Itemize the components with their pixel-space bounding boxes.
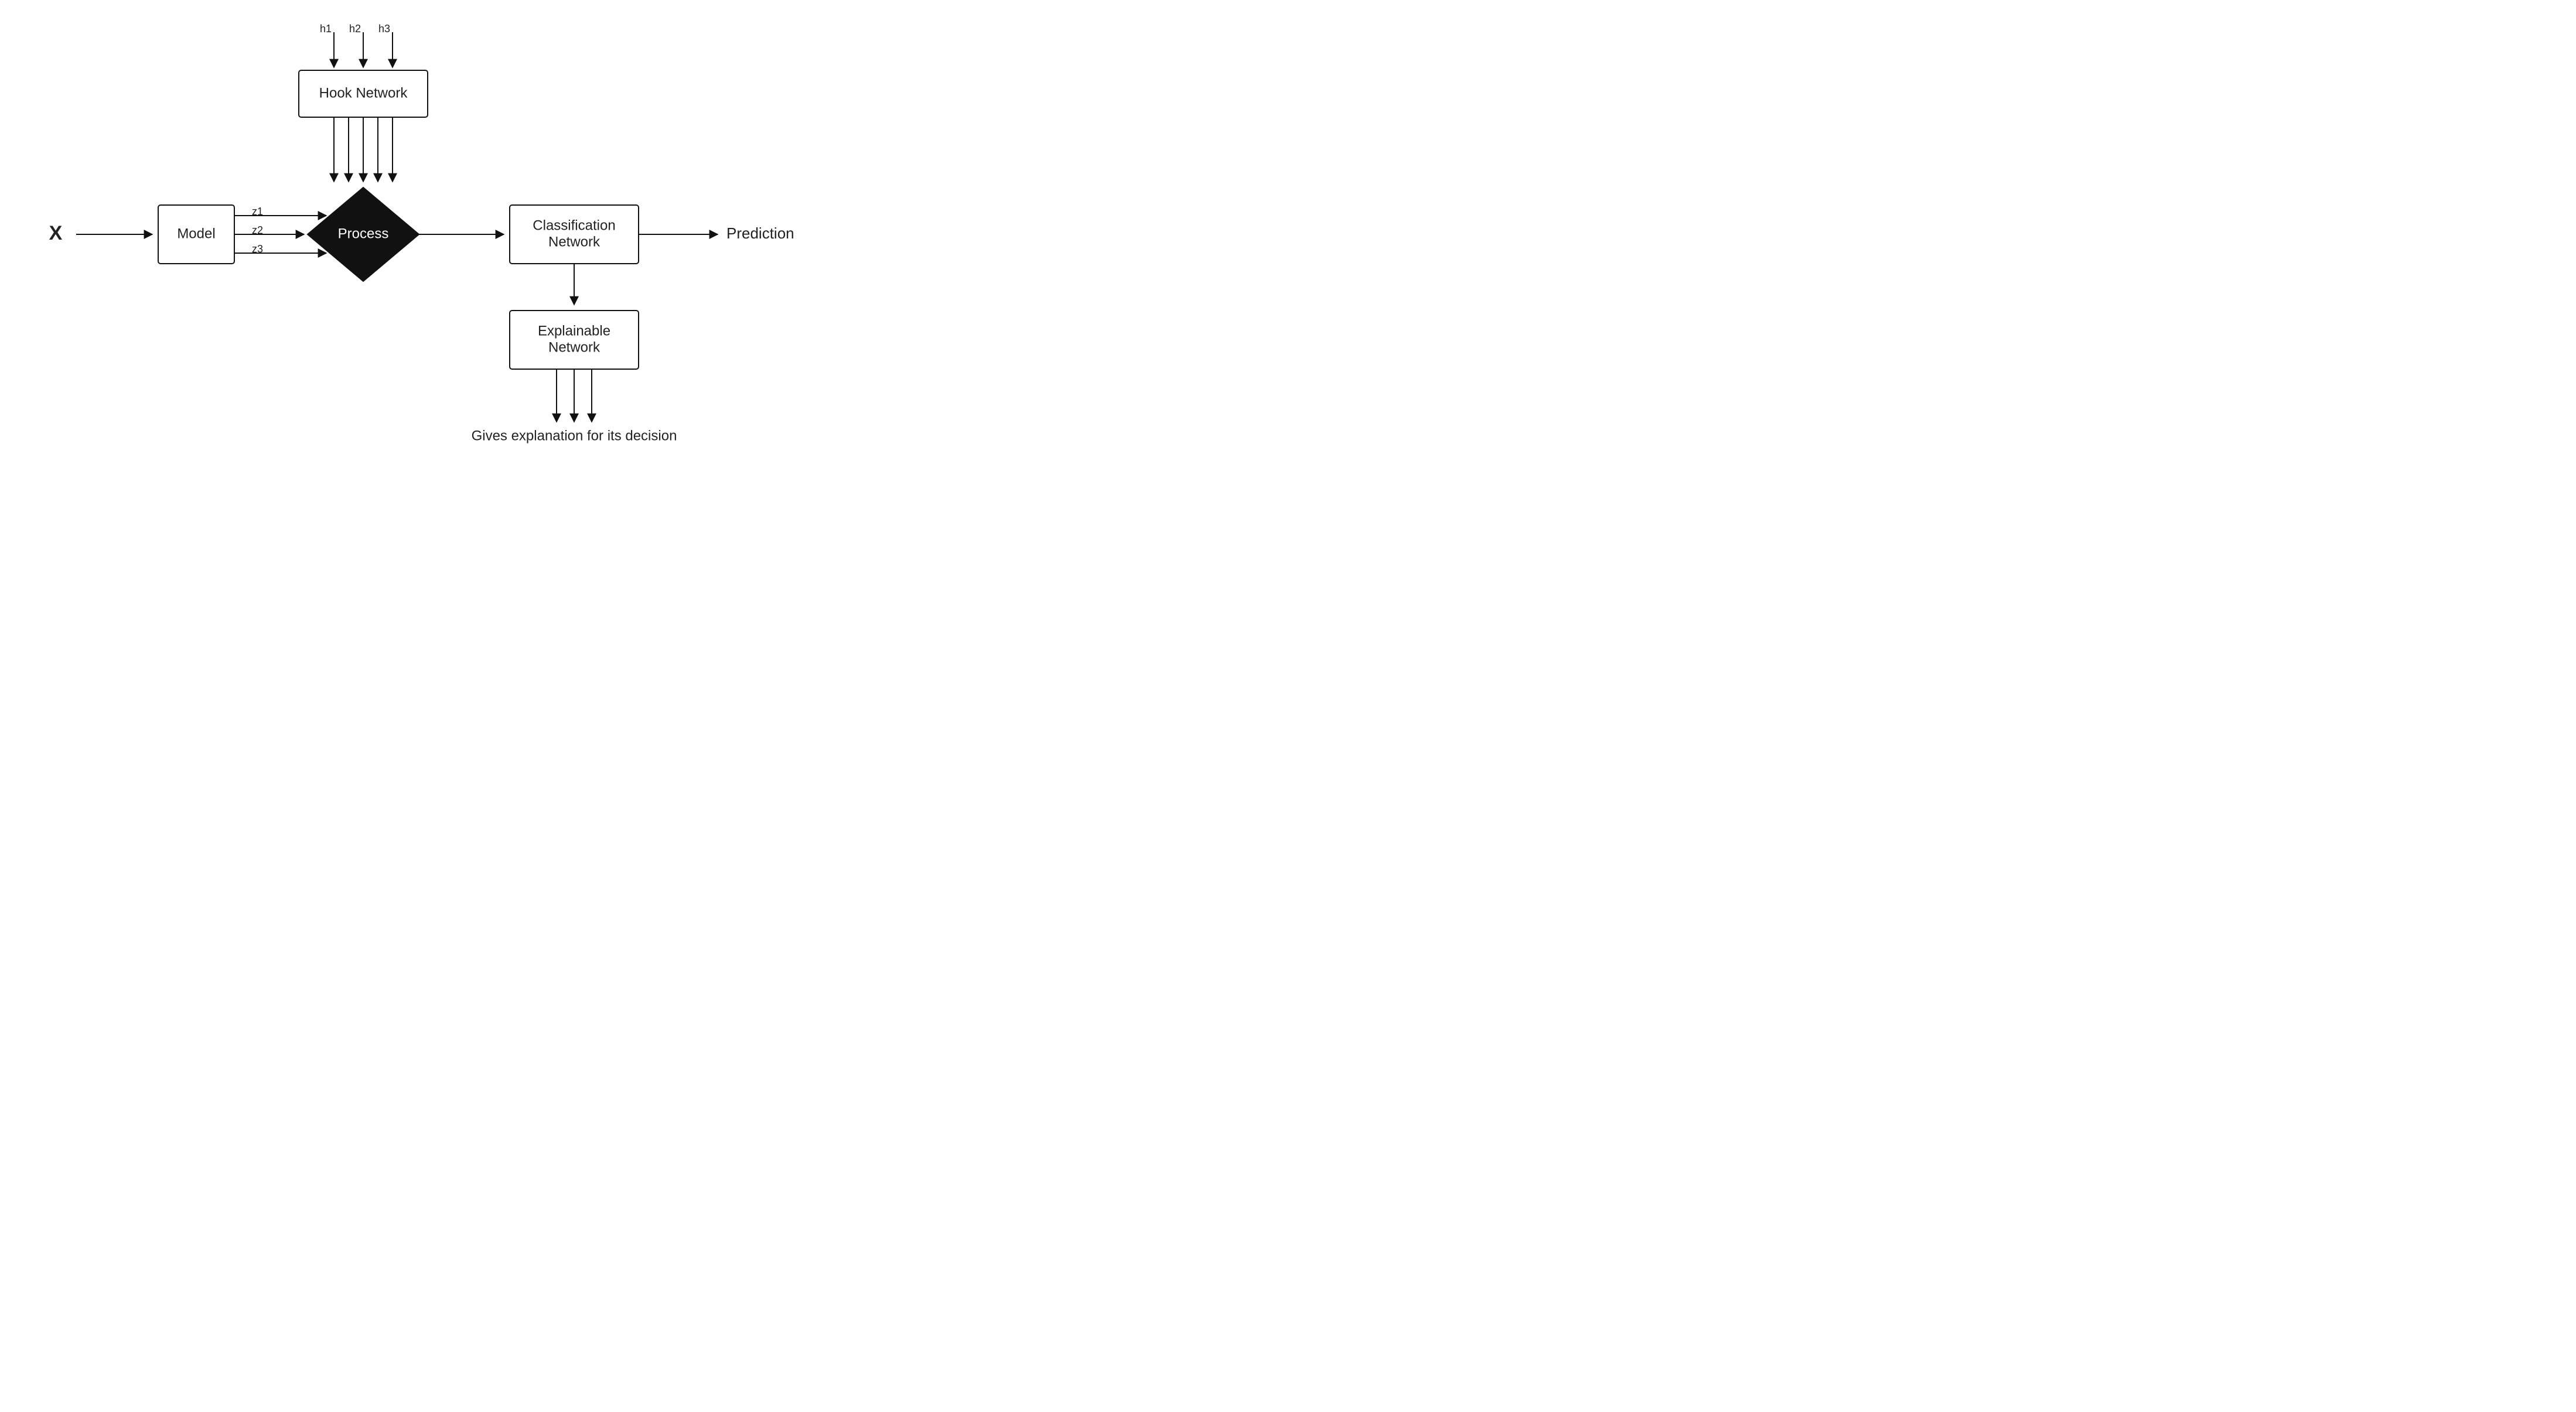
z-label-z3: z3 (252, 243, 263, 255)
hook-input-label-h1: h1 (320, 23, 332, 35)
hook-network-label: Hook Network (319, 85, 408, 101)
process-label: Process (338, 226, 389, 241)
explainable-label-1: Explainable (538, 323, 610, 339)
model-label: Model (177, 226, 215, 241)
explanation-text: Gives explanation for its decision (472, 428, 677, 444)
classification-label-1: Classification (533, 217, 615, 233)
prediction-label: Prediction (726, 224, 794, 242)
hook-input-label-h3: h3 (378, 23, 390, 35)
z-label-z1: z1 (252, 206, 263, 217)
input-x-label: X (49, 222, 63, 244)
explainable-label-2: Network (548, 339, 601, 355)
hook-input-label-h2: h2 (349, 23, 361, 35)
flowchart-canvas: X Model Hook Network h1 h2 h3 Process z1 z2 z3 Cla… (0, 0, 858, 470)
classification-label-2: Network (548, 234, 601, 250)
z-label-z2: z2 (252, 224, 263, 236)
